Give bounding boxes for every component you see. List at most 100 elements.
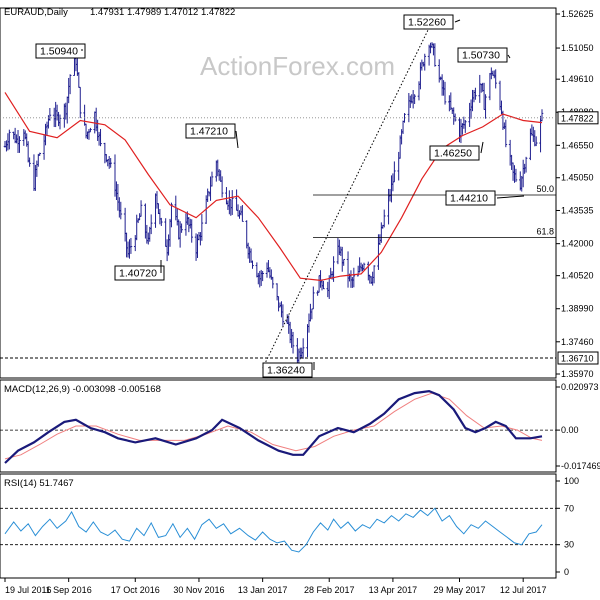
price-tick-label: 1.40520 [561, 271, 594, 281]
ohlc-bar [440, 74, 444, 96]
ohlc-bar [494, 69, 497, 89]
callout-frame [429, 145, 480, 161]
ohlc-bar [453, 113, 457, 122]
callout-label: 1.36240 [267, 365, 305, 377]
ohlc-bar [508, 139, 512, 166]
ohlc-bar [351, 277, 354, 288]
ohlc-bar [329, 267, 332, 279]
ohlc-bar [413, 94, 416, 105]
last-price-frame [557, 111, 599, 125]
price-callout: 1.40720 [114, 260, 165, 281]
ohlc-bar [478, 74, 482, 103]
ohlc-bar [190, 219, 194, 243]
price-callout: 1.44210 [445, 190, 525, 206]
ohlc-bar [524, 156, 528, 173]
ohlc-bar [144, 203, 147, 239]
ohlc-bar [449, 92, 453, 111]
ohlc-bar [42, 134, 46, 160]
ohlc-bar [362, 262, 366, 271]
ohlc-bar [241, 205, 244, 222]
ohlc-bar [136, 218, 140, 224]
ohlc-bar [372, 265, 376, 284]
macd-tick-label: 0.020973 [561, 382, 599, 392]
ohlc-bar [13, 127, 17, 144]
price-tick-label: 1.37460 [561, 337, 594, 347]
ohlc-bar [319, 270, 322, 288]
ohlc-bar [336, 237, 340, 265]
ohlc-bar [393, 161, 396, 183]
watermark: ActionForex.com [200, 51, 395, 81]
callout-frame [185, 123, 236, 139]
ohlc-bar [188, 218, 192, 229]
ohlc-bar [248, 246, 251, 263]
ohlc-bar [238, 210, 241, 219]
ohlc-bar [246, 242, 250, 259]
rsi-pane: RSI(14) 51.7467 100 70 30 0 [0, 473, 579, 579]
price-pane: ActionForex.com EURAUD,Daily 1.47931 1.4… [0, 7, 599, 379]
ohlc-bar [175, 208, 179, 226]
ohlc-bar [194, 233, 198, 261]
ohlc-bar [500, 100, 503, 115]
ohlc-bar [539, 115, 542, 153]
ohlc-bar [89, 127, 92, 133]
ohlc-bar [442, 80, 445, 96]
ohlc-bar [220, 176, 224, 198]
ohlc-bar [271, 276, 275, 289]
ohlc-bar [532, 126, 535, 142]
ohlc-bar [12, 131, 15, 140]
ohlc-bar [322, 280, 325, 290]
ohlc-bar [380, 222, 383, 243]
ohlc-bar [401, 120, 405, 134]
ohlc-bar [226, 200, 230, 210]
rsi-tick-label: 30 [564, 540, 574, 550]
price-tick-label: 1.46550 [561, 140, 594, 150]
ohlc-bar [368, 274, 372, 284]
price-tick-label: 1.35970 [561, 369, 594, 379]
rsi-tick-label: 70 [564, 503, 574, 513]
callout-frame [445, 190, 496, 206]
ohlc-bar [86, 131, 89, 140]
ohlc-bar [236, 204, 240, 217]
ohlc-bar [18, 136, 21, 153]
ohlc-bar [268, 267, 272, 279]
ohlc-bar [184, 213, 188, 236]
ohlc-bar [16, 129, 20, 154]
ohlc-bar [32, 154, 36, 191]
callout-label: 1.50940 [40, 46, 78, 58]
price-tick-label: 1.42000 [561, 239, 594, 249]
ohlc-bar [530, 124, 534, 136]
ma-line [4, 92, 543, 282]
callout-frame [114, 265, 165, 281]
ohlc-bar [57, 111, 60, 127]
ohlc-bar [178, 221, 182, 248]
time-tick-label: 12 Jul 2017 [500, 585, 547, 595]
ohlc-bar [291, 331, 295, 354]
price-tick-label: 1.49610 [561, 74, 594, 84]
support-price-frame [557, 351, 599, 365]
price-callout: 1.50940 [35, 43, 86, 59]
time-tick-label: 1 Sep 2016 [46, 585, 92, 595]
ohlc-bar [105, 154, 108, 163]
ohlc-bar [28, 157, 31, 167]
ohlc-bar [533, 130, 537, 147]
callout-label: 1.47210 [190, 126, 228, 138]
ohlc-bar [187, 216, 191, 233]
callout-frame [457, 47, 508, 63]
ohlc-bar [115, 181, 118, 201]
ohlc-bar [472, 90, 476, 103]
rsi-pane-frame [0, 473, 557, 579]
ohlc-bar [382, 209, 386, 228]
ohlc-bar [54, 101, 57, 128]
ohlc-bar [278, 302, 282, 308]
ohlc-bar [103, 142, 107, 164]
macd-pane-frame [0, 379, 557, 473]
ohlc-bar [78, 86, 82, 119]
ohlc-bar [265, 262, 269, 278]
time-tick-label: 28 Feb 2017 [304, 585, 355, 595]
ohlc-bar [462, 116, 466, 129]
fib-level-label: 50.0 [536, 184, 554, 194]
ohlc-bar [129, 237, 133, 254]
ohlc-bar [339, 246, 343, 256]
time-tick-label: 19 Jul 2016 [5, 585, 52, 595]
ohlc-bar [320, 279, 324, 291]
